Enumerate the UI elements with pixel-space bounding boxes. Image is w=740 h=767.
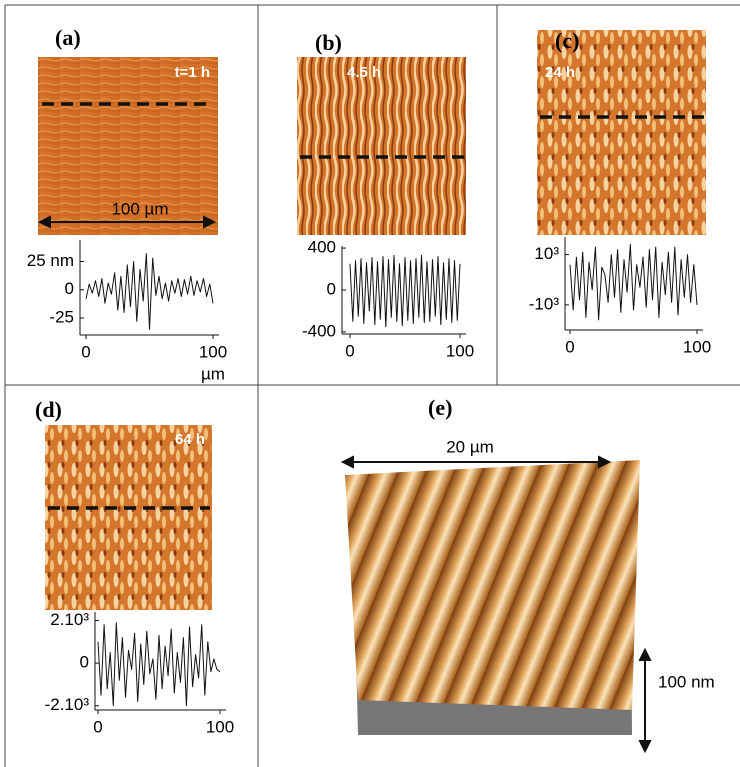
panel-label: (a) [55, 25, 81, 50]
y-tick-label: 10³ [534, 244, 559, 263]
x-tick-label: 100 [446, 341, 474, 360]
panel-label: (b) [315, 30, 342, 55]
profile-line [97, 622, 221, 707]
profiles: 25 nm 0 -25 0 100 µm 400 0 -400 0 100 10³ -10³ 0 100 2.… [27, 237, 711, 736]
profile-line [85, 253, 214, 330]
y-tick-label: -10³ [529, 294, 560, 313]
x-tick-label: 100 [683, 337, 711, 356]
x-tick-label: 0 [345, 341, 354, 360]
x-tick-label: 0 [93, 717, 102, 736]
time-label: 64 h [175, 431, 205, 448]
x-tick-label: 0 [565, 337, 574, 356]
width-label: 20 µm [446, 437, 494, 456]
x-tick-label: 100 [199, 342, 227, 361]
time-label: 24 h [545, 64, 575, 81]
y-tick-label: -25 [49, 308, 74, 327]
y-tick-label: 0 [65, 279, 74, 298]
y-tick-label: 400 [308, 238, 336, 257]
time-label: 4.5 h [347, 64, 381, 81]
y-tick-label: 25 nm [27, 251, 74, 270]
surface-3d [345, 460, 640, 735]
scale-arrow [37, 215, 217, 229]
y-tick-label: -2.10³ [45, 695, 90, 714]
panel-label: (c) [555, 28, 579, 53]
time-label: t=1 h [175, 64, 210, 81]
height-arrow [638, 647, 652, 754]
afm-image [45, 425, 212, 610]
profile-line [569, 244, 698, 321]
x-unit: µm [201, 364, 225, 383]
grid-frame [4, 4, 740, 767]
profile-line [349, 254, 461, 328]
scale-label: 100 µm [111, 199, 168, 218]
y-tick-label: 2.10³ [50, 610, 89, 629]
width-arrow [340, 455, 612, 469]
x-tick-label: 0 [81, 342, 90, 361]
y-tick-label: 0 [327, 279, 336, 298]
afm-image [297, 57, 466, 235]
x-tick-label: 100 [206, 717, 234, 736]
panel-label: (e) [428, 395, 452, 420]
panel-label: (d) [35, 397, 62, 422]
afm-image [38, 57, 218, 235]
afm-image [537, 30, 706, 235]
y-tick-label: -400 [302, 321, 336, 340]
height-label: 100 nm [658, 672, 715, 691]
y-tick-label: 0 [80, 653, 89, 672]
